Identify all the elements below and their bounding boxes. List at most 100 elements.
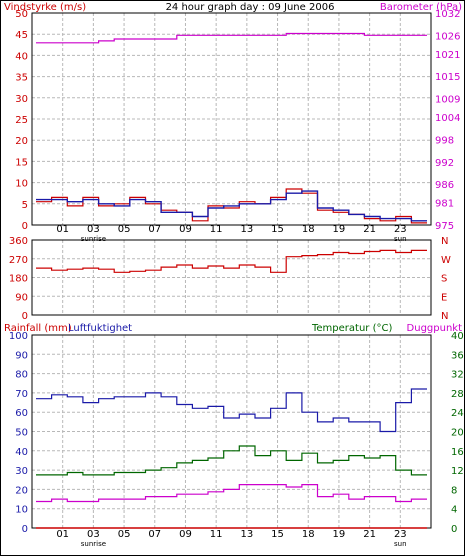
- panel1-x-tick-label: 01: [56, 224, 69, 235]
- direction-y-tick-label: 90: [15, 292, 28, 303]
- temperature-y-tick-label: 28: [451, 389, 464, 400]
- temperature-y-tick-label: 40: [451, 331, 464, 342]
- panel3-x-tick-label: 13: [240, 529, 253, 540]
- temperature-y-tick-label: 36: [451, 350, 464, 361]
- barometer-y-tick-label: 986: [435, 180, 454, 191]
- barometer-y-tick-label: 975: [435, 221, 454, 232]
- panel3-x-tick-label: 21: [363, 529, 376, 540]
- compass-label: E: [441, 292, 447, 303]
- panel1-x-tick-label: 05: [118, 224, 131, 235]
- panel1-x-tick-label: 07: [148, 224, 161, 235]
- panel3-x-tick-label: 03: [87, 529, 100, 540]
- humidity-y-tick-label: 100: [9, 331, 28, 342]
- humidity-y-tick-label: 20: [15, 485, 28, 496]
- temperature-y-tick-label: 8: [451, 485, 457, 496]
- rainfall-axis-title: Rainfall (mm): [4, 323, 72, 334]
- dewpoint-axis-title: Duggpunkt: [407, 323, 463, 334]
- barometer-y-tick-label: 1004: [435, 113, 460, 124]
- humidity-y-tick-label: 60: [15, 408, 28, 419]
- wind-direction-line: [36, 249, 427, 273]
- panel3-frame: [31, 334, 432, 529]
- panel1-x-tick-label: 15: [271, 224, 284, 235]
- compass-label: N: [441, 311, 448, 322]
- temperature-y-tick-label: 32: [451, 370, 464, 381]
- direction-y-tick-label: 360: [9, 236, 28, 247]
- wind-y-tick-label: 15: [15, 157, 28, 168]
- direction-y-tick-label: 270: [9, 255, 28, 266]
- humidity-y-tick-label: 70: [15, 389, 28, 400]
- temperature-y-tick-label: 20: [451, 428, 464, 439]
- panel1-x-tick-label: 18: [302, 224, 315, 235]
- temperature-y-tick-label: 12: [451, 466, 464, 477]
- panel1-sunset-label: sun: [394, 235, 407, 243]
- temperature-axis-title: Temperatur (°C): [311, 323, 392, 334]
- compass-label: N: [441, 236, 448, 247]
- direction-y-tick-label: 180: [9, 274, 28, 285]
- panel1-x-tick-label: 19: [333, 224, 346, 235]
- panel3-sunset-label: sun: [394, 540, 407, 548]
- humidity-y-tick-label: 90: [15, 350, 28, 361]
- barometer-y-tick-label: 992: [435, 158, 454, 169]
- temperature-y-tick-label: 24: [451, 408, 464, 419]
- direction-y-tick-label: 0: [22, 311, 28, 322]
- panel3-x-tick-label: 18: [302, 529, 315, 540]
- panel1-x-tick-label: 09: [179, 224, 192, 235]
- panel3-x-tick-label: 07: [148, 529, 161, 540]
- panel3-x-tick-label: 19: [333, 529, 346, 540]
- wind-y-tick-label: 45: [15, 30, 28, 41]
- barometer-y-tick-label: 1021: [435, 50, 460, 61]
- panel1-x-tick-label: 23: [394, 224, 407, 235]
- barometer-axis-title: Barometer (hPa): [380, 2, 462, 13]
- dewpoint-line: [36, 484, 427, 503]
- wind-y-tick-label: 20: [15, 136, 28, 147]
- humidity-y-tick-label: 50: [15, 428, 28, 439]
- panel1-sunrise-label: sunrise: [81, 235, 106, 243]
- panel3-x-tick-label: 23: [394, 529, 407, 540]
- panel3-x-tick-label: 05: [118, 529, 131, 540]
- barometer-y-tick-label: 1032: [435, 9, 460, 20]
- chart-title: 24 hour graph day : 09 June 2006: [166, 2, 335, 13]
- humidity-line: [36, 388, 427, 433]
- panel3-x-tick-label: 15: [271, 529, 284, 540]
- wind-axis-title: Vindstyrke (m/s): [4, 2, 86, 13]
- barometer-y-tick-label: 998: [435, 135, 454, 146]
- panel1-x-tick-label: 11: [210, 224, 223, 235]
- humidity-y-tick-label: 10: [15, 505, 28, 516]
- wind-y-tick-label: 10: [15, 179, 28, 190]
- humidity-axis-title: Luftfuktighet: [68, 323, 132, 334]
- temperature-line: [36, 445, 427, 476]
- wind-y-tick-label: 30: [15, 94, 28, 105]
- temperature-y-tick-label: 0: [451, 524, 457, 535]
- panel3-x-tick-label: 09: [179, 529, 192, 540]
- panel3-sunrise-label: sunrise: [81, 540, 106, 548]
- humidity-y-tick-label: 0: [22, 524, 28, 535]
- humidity-y-tick-label: 80: [15, 370, 28, 381]
- barometer-y-tick-label: 981: [435, 199, 454, 210]
- panel3-x-tick-label: 11: [210, 529, 223, 540]
- temperature-y-tick-label: 16: [451, 447, 464, 458]
- compass-label: S: [441, 274, 447, 285]
- humidity-y-tick-label: 40: [15, 447, 28, 458]
- panel1-x-tick-label: 21: [363, 224, 376, 235]
- panel1-x-tick-label: 03: [87, 224, 100, 235]
- panel1-x-tick-label: 13: [240, 224, 253, 235]
- wind-y-tick-label: 0: [22, 221, 28, 232]
- panel2-frame: [31, 239, 432, 316]
- humidity-y-tick-label: 30: [15, 466, 28, 477]
- barometer-y-tick-label: 1026: [435, 31, 460, 42]
- barometer-y-tick-label: 1009: [435, 95, 460, 106]
- barometer-line: [36, 32, 427, 44]
- wind-y-tick-label: 35: [15, 73, 28, 84]
- wind-y-tick-label: 40: [15, 51, 28, 62]
- compass-label: W: [441, 255, 451, 266]
- wind-gust-line: [36, 190, 427, 222]
- panel1-frame: [31, 12, 432, 226]
- wind-y-tick-label: 5: [22, 200, 28, 211]
- wind-y-tick-label: 25: [15, 115, 28, 126]
- barometer-y-tick-label: 1015: [435, 72, 460, 83]
- temperature-y-tick-label: 4: [451, 505, 457, 516]
- panel3-x-tick-label: 01: [56, 529, 69, 540]
- wind-y-tick-label: 50: [15, 9, 28, 20]
